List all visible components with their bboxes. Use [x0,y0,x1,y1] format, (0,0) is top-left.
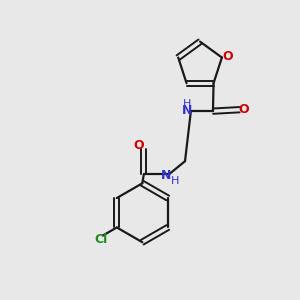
Text: O: O [133,140,144,152]
Text: O: O [222,50,232,62]
Text: N: N [182,104,193,117]
Text: O: O [238,103,249,116]
Text: H: H [183,99,191,109]
Text: Cl: Cl [95,233,108,247]
Text: N: N [161,169,171,182]
Text: H: H [171,176,179,186]
